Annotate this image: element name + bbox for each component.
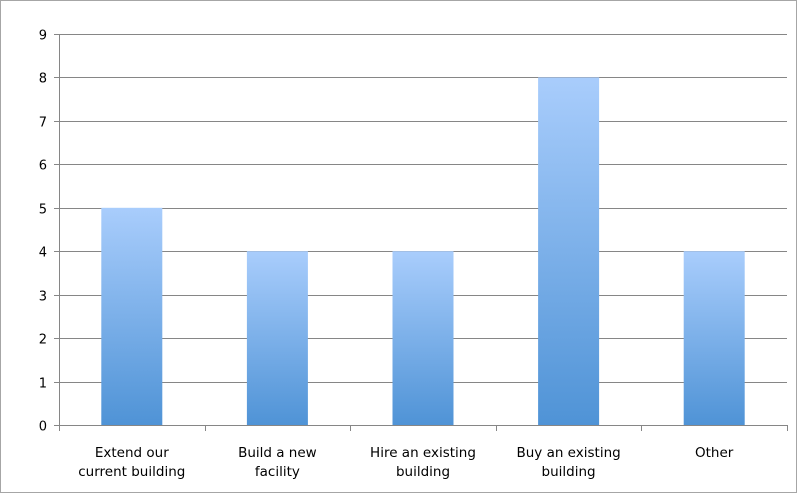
y-tick-label: 7 xyxy=(39,116,47,131)
x-category-label: Build a new xyxy=(238,445,317,461)
y-tick-label: 1 xyxy=(39,377,47,392)
x-category-label: Buy an existing xyxy=(516,445,620,461)
y-tick-labels: 0 1 2 3 4 5 6 7 8 9 xyxy=(39,29,47,435)
y-tick-label: 8 xyxy=(39,72,47,87)
y-tick-label: 0 xyxy=(39,420,47,435)
bars xyxy=(101,77,745,426)
x-category-label: facility xyxy=(255,464,300,480)
y-tick-label: 3 xyxy=(39,290,47,305)
y-tick-label: 5 xyxy=(39,203,47,218)
y-tick-label: 6 xyxy=(39,159,47,174)
axes xyxy=(54,34,788,431)
gridlines xyxy=(59,34,787,383)
x-category-labels: Extend our current building Build a new fac… xyxy=(78,445,734,480)
bar xyxy=(392,251,454,425)
bar xyxy=(683,251,745,425)
x-category-label: current building xyxy=(78,464,185,480)
y-tick-label: 4 xyxy=(39,246,47,261)
x-category-label: Hire an existing xyxy=(370,445,476,461)
y-tick-label: 2 xyxy=(39,333,47,348)
y-tick-label: 9 xyxy=(39,29,47,44)
bar xyxy=(101,207,163,425)
x-category-label: Extend our xyxy=(95,445,169,461)
x-category-label: building xyxy=(542,464,596,480)
x-category-label: building xyxy=(396,464,450,480)
bar xyxy=(538,77,600,426)
x-category-label: Other xyxy=(695,445,734,461)
bar xyxy=(246,251,308,425)
